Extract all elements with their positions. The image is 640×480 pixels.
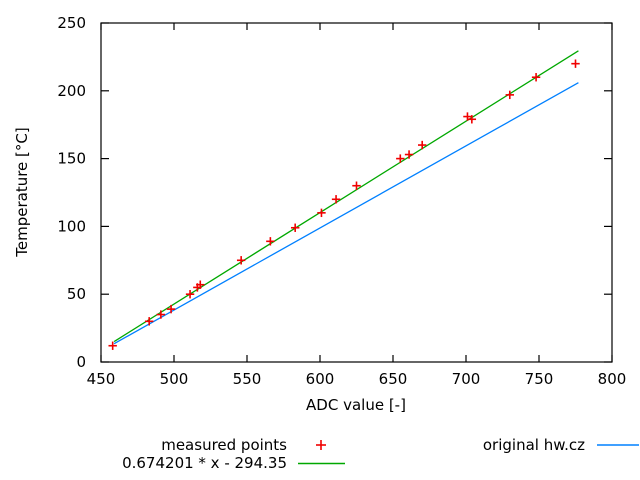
measured-point-marker xyxy=(396,154,405,163)
x-tick-label: 750 xyxy=(525,370,554,388)
y-axis-label: Temperature [°C] xyxy=(13,127,31,257)
y-tick-label: 50 xyxy=(67,285,86,303)
measured-point-marker xyxy=(290,223,300,232)
measured-point-marker xyxy=(156,310,166,319)
measured-point-marker xyxy=(531,73,541,82)
measured-point-marker xyxy=(505,90,514,100)
axis-ticks: 450 500 550 600 650 700 750 800 0 50 100 150 200 250 xyxy=(57,14,626,388)
measured-point-marker xyxy=(266,237,275,246)
measured-point-marker xyxy=(418,140,427,150)
legend-samples xyxy=(298,440,639,465)
measured-point-marker xyxy=(236,256,246,265)
y-tick-label: 250 xyxy=(57,14,86,32)
x-tick-label: 450 xyxy=(87,370,116,388)
measured-point-marker xyxy=(166,304,176,314)
data-series xyxy=(108,50,580,350)
x-tick-label: 650 xyxy=(379,370,408,388)
legend-label-original-hwcz: original hw.cz xyxy=(483,436,585,454)
measured-point-marker xyxy=(571,59,580,68)
x-axis-label: ADC value [-] xyxy=(306,396,406,414)
measured-point-marker xyxy=(144,317,154,326)
x-tick-label: 800 xyxy=(598,370,627,388)
measured-point-marker xyxy=(317,208,326,218)
measured-point-marker xyxy=(404,150,414,159)
x-tick-label: 550 xyxy=(233,370,262,388)
x-tick-label: 500 xyxy=(160,370,189,388)
x-tick-label: 700 xyxy=(452,370,481,388)
fit-line xyxy=(113,50,579,343)
legend-label-fit-equation: 0.674201 * x - 294.35 xyxy=(122,454,287,472)
legend-label-measured-points: measured points xyxy=(161,436,287,454)
original-hwcz-line xyxy=(113,82,579,345)
y-tick-label: 100 xyxy=(57,217,86,235)
y-tick-label: 200 xyxy=(57,82,86,100)
y-tick-label: 150 xyxy=(57,150,86,168)
measured-point-marker xyxy=(108,341,117,350)
y-tick-label: 0 xyxy=(76,353,86,371)
measured-point-marker xyxy=(352,181,361,190)
measured-point-marker xyxy=(185,290,195,299)
measured-point-marker xyxy=(463,112,472,121)
measured-point-marker xyxy=(331,195,341,204)
measured-point-marker xyxy=(196,280,205,289)
plot-border xyxy=(100,22,613,363)
measured-point-marker xyxy=(467,115,477,124)
x-tick-label: 600 xyxy=(306,370,335,388)
